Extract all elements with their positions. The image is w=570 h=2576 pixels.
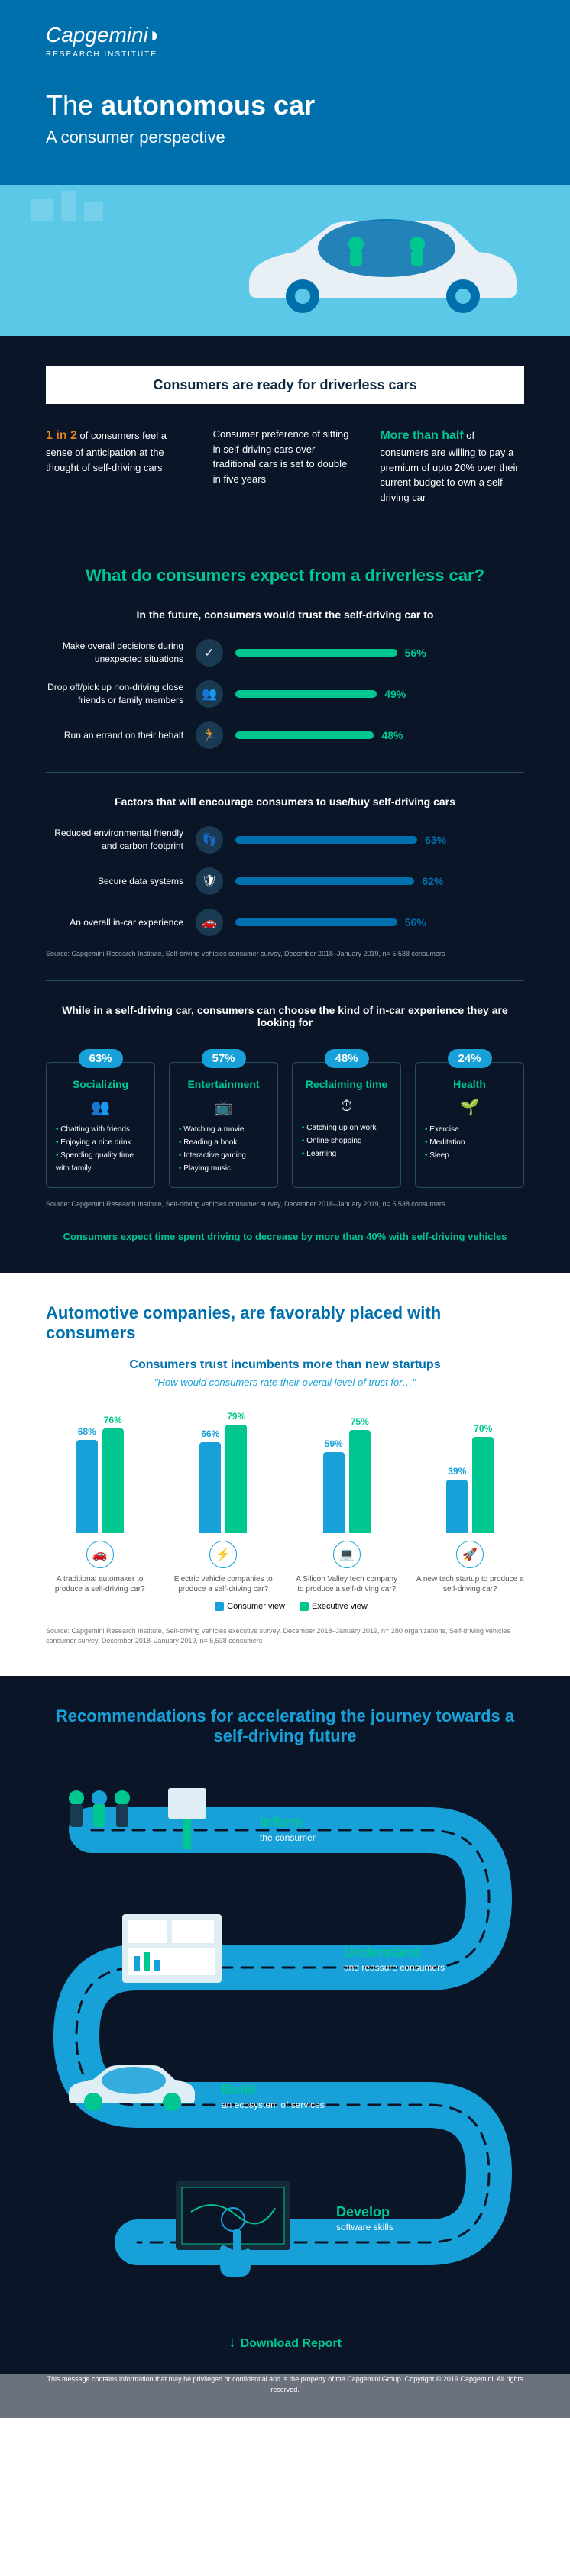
kiosk-icon bbox=[160, 1784, 222, 1861]
trust-chart: 59%75%💻A Silicon Valley tech company to … bbox=[293, 1411, 401, 1594]
fact: More than half of consumers are willing … bbox=[380, 427, 524, 505]
logo: Capgemini◗ bbox=[46, 23, 524, 47]
bar-row: Reduced environmental friendly and carbo… bbox=[46, 826, 524, 854]
bar-row: Drop off/pick up non-driving close frien… bbox=[46, 680, 524, 708]
download-button[interactable]: Download Report bbox=[228, 2337, 342, 2350]
activity-card: 24%Health🌱ExerciseMeditationSleep bbox=[415, 1062, 524, 1188]
banner: Consumers are ready for driverless cars bbox=[46, 366, 524, 404]
activity-card: 63%Socializing👥Chatting with friendsEnjo… bbox=[46, 1062, 155, 1188]
bar-row: Make overall decisions during unexpected… bbox=[46, 639, 524, 667]
roadmap: Informthe consumer Understandand reassur… bbox=[46, 1777, 524, 2281]
hero-subtitle: A consumer perspective bbox=[46, 128, 524, 147]
trust-chart: 66%79%⚡Electric vehicle companies to pro… bbox=[170, 1411, 278, 1594]
legend: Consumer view Executive view bbox=[46, 1602, 524, 1611]
activity-card: 48%Reclaiming time⏱Catching up on workOn… bbox=[292, 1062, 401, 1188]
fact: Consumer preference of sitting in self-d… bbox=[213, 427, 358, 505]
section-trust: Automotive companies, are favorably plac… bbox=[0, 1273, 570, 1676]
bar-row: An overall in-car experience🚗56% bbox=[46, 909, 524, 936]
hand-icon bbox=[214, 2227, 260, 2281]
section-ready: Consumers are ready for driverless cars … bbox=[0, 336, 570, 535]
bar-row: Secure data systems🛡62% bbox=[46, 867, 524, 895]
activity-card: 57%Entertainment📺Watching a movieReading… bbox=[169, 1062, 278, 1188]
section-expect: What do consumers expect from a driverle… bbox=[0, 535, 570, 1273]
trust-chart: 39%70%🚀A new tech startup to produce a s… bbox=[416, 1411, 525, 1594]
hero: Capgemini◗ RESEARCH INSTITUTE The autono… bbox=[0, 0, 570, 336]
fact: 1 in 2 of consumers feel a sense of anti… bbox=[46, 427, 190, 505]
footer: This message contains information that m… bbox=[0, 2374, 570, 2418]
trust-chart: 68%76%🚗A traditional automaker to produc… bbox=[46, 1411, 154, 1594]
car-illustration bbox=[234, 206, 524, 313]
facts-row: 1 in 2 of consumers feel a sense of anti… bbox=[46, 427, 524, 505]
dashboard-icon bbox=[122, 1914, 222, 1983]
section-title: What do consumers expect from a driverle… bbox=[46, 566, 524, 586]
logo-sub: RESEARCH INSTITUTE bbox=[46, 50, 524, 59]
people-icon bbox=[61, 1784, 145, 1853]
section-recs: Recommendations for accelerating the jou… bbox=[0, 1676, 570, 2311]
bar-row: Run an errand on their behalf🏃48% bbox=[46, 721, 524, 749]
download-section: Download Report bbox=[0, 2311, 570, 2374]
car-icon bbox=[61, 2059, 199, 2113]
hero-title: The autonomous car bbox=[46, 89, 524, 121]
